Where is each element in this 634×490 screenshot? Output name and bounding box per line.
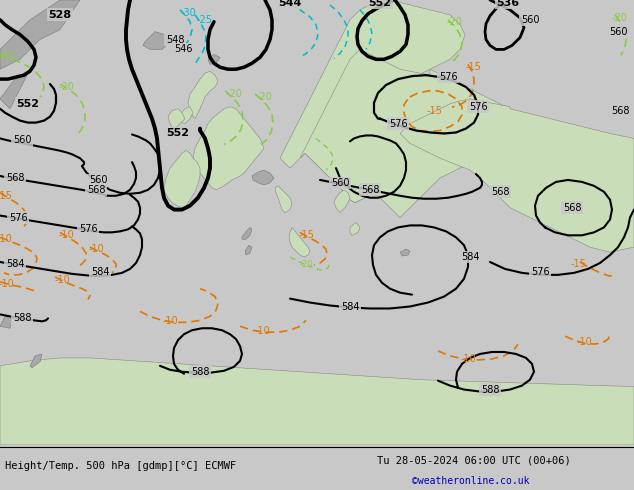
Polygon shape xyxy=(400,99,634,252)
Text: 588: 588 xyxy=(481,385,499,394)
Text: 576: 576 xyxy=(79,224,97,234)
Polygon shape xyxy=(289,227,310,257)
Text: 552: 552 xyxy=(167,128,190,139)
Text: -15: -15 xyxy=(570,259,586,269)
Polygon shape xyxy=(168,109,185,128)
Text: -20: -20 xyxy=(611,13,627,23)
Polygon shape xyxy=(300,49,520,218)
Text: 568: 568 xyxy=(611,106,630,116)
Text: -20: -20 xyxy=(0,51,14,61)
Text: -25: -25 xyxy=(197,15,213,25)
Polygon shape xyxy=(334,190,350,213)
Text: 576: 576 xyxy=(439,72,457,82)
Text: 548: 548 xyxy=(165,35,184,45)
Text: -10: -10 xyxy=(576,337,592,347)
Polygon shape xyxy=(252,170,274,185)
Polygon shape xyxy=(180,107,193,123)
Text: 568: 568 xyxy=(361,185,379,195)
Text: Height/Temp. 500 hPa [gdmp][°C] ECMWF: Height/Temp. 500 hPa [gdmp][°C] ECMWF xyxy=(5,461,236,470)
Text: 546: 546 xyxy=(174,45,192,54)
Text: -10: -10 xyxy=(54,275,70,285)
Polygon shape xyxy=(193,107,264,190)
Text: -15: -15 xyxy=(465,62,481,72)
Text: -15: -15 xyxy=(426,106,442,116)
Polygon shape xyxy=(275,186,292,213)
Text: 536: 536 xyxy=(496,0,519,8)
Text: 560: 560 xyxy=(13,135,31,146)
Text: -10: -10 xyxy=(0,279,14,289)
Text: -15: -15 xyxy=(298,230,314,240)
Text: 560: 560 xyxy=(521,15,540,25)
Text: -10: -10 xyxy=(460,354,476,364)
Polygon shape xyxy=(280,0,465,203)
Text: 576: 576 xyxy=(389,119,407,128)
Polygon shape xyxy=(0,358,634,445)
Text: 552: 552 xyxy=(16,99,39,109)
Polygon shape xyxy=(0,69,30,109)
Text: 584: 584 xyxy=(91,267,109,277)
Text: -30: -30 xyxy=(180,8,196,18)
Text: 560: 560 xyxy=(89,175,107,185)
Polygon shape xyxy=(164,150,200,208)
Text: 588: 588 xyxy=(13,314,31,323)
Text: 584: 584 xyxy=(6,259,24,269)
Text: 560: 560 xyxy=(331,178,349,188)
Text: 568: 568 xyxy=(491,187,509,197)
Text: 576: 576 xyxy=(531,267,549,277)
Text: ©weatheronline.co.uk: ©weatheronline.co.uk xyxy=(412,476,529,486)
Polygon shape xyxy=(400,249,410,256)
Text: 552: 552 xyxy=(368,0,392,8)
Polygon shape xyxy=(0,317,12,328)
Text: 568: 568 xyxy=(563,203,581,213)
Text: 544: 544 xyxy=(278,0,302,8)
Text: -20: -20 xyxy=(446,17,462,27)
Polygon shape xyxy=(245,245,252,255)
Text: -20: -20 xyxy=(58,82,74,92)
Text: 584: 584 xyxy=(461,252,479,262)
Text: -20: -20 xyxy=(299,261,313,270)
Text: -10: -10 xyxy=(0,234,12,245)
Text: 584: 584 xyxy=(340,301,359,312)
Text: -10: -10 xyxy=(88,244,104,254)
Text: 528: 528 xyxy=(48,10,72,20)
Polygon shape xyxy=(0,0,80,69)
Text: -20: -20 xyxy=(256,92,272,102)
Text: 576: 576 xyxy=(9,213,27,222)
Text: 560: 560 xyxy=(609,26,627,37)
Text: -10: -10 xyxy=(58,230,74,240)
Polygon shape xyxy=(143,32,170,49)
Text: -10: -10 xyxy=(162,317,178,326)
Polygon shape xyxy=(30,354,42,368)
Polygon shape xyxy=(350,222,360,235)
Text: -15: -15 xyxy=(0,191,12,201)
Text: 568: 568 xyxy=(87,185,105,195)
Text: 568: 568 xyxy=(6,173,24,183)
Text: -10: -10 xyxy=(254,326,270,336)
Text: 588: 588 xyxy=(191,367,209,377)
Polygon shape xyxy=(188,71,218,119)
Text: 576: 576 xyxy=(469,102,488,112)
Text: Tu 28-05-2024 06:00 UTC (00+06): Tu 28-05-2024 06:00 UTC (00+06) xyxy=(377,456,571,466)
Polygon shape xyxy=(208,54,220,64)
Text: -20: -20 xyxy=(226,89,242,99)
Polygon shape xyxy=(242,227,252,239)
